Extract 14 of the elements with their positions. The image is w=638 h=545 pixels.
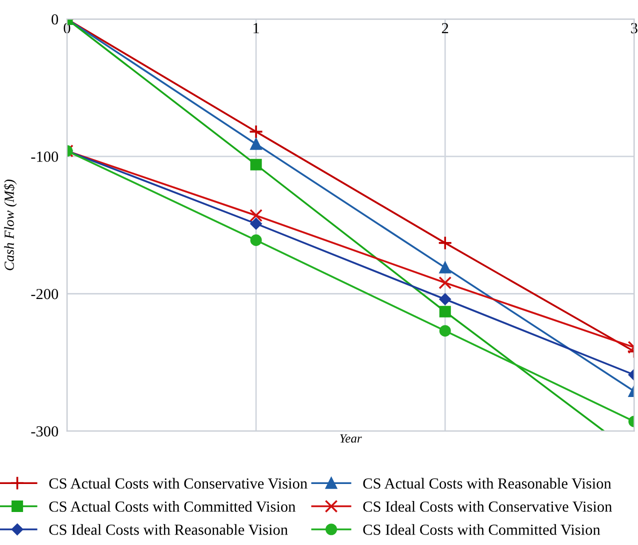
legend-label: CS Actual Costs with Committed Vision [49,501,296,512]
y-tick-label: -300 [31,426,58,437]
legend-label: CS Ideal Costs with Reasonable Vision [49,524,288,535]
x-tick-label: 2 [442,23,448,34]
y-tick-label: -100 [31,152,58,162]
legend-label: CS Actual Costs with Conservative Vision [49,478,308,489]
legend-label: CS Actual Costs with Reasonable Vision [363,478,612,489]
y-tick-label: -200 [31,288,58,300]
legend-label: CS Ideal Costs with Conservative Vision [363,501,612,512]
legend-label: CS Ideal Costs with Committed Vision [363,524,600,535]
x-axis-title: Year [340,434,362,443]
y-tick-label: 0 [52,14,58,25]
x-tick-label: 1 [254,23,259,34]
y-axis-title: Cash Flow (M$) [4,180,17,270]
